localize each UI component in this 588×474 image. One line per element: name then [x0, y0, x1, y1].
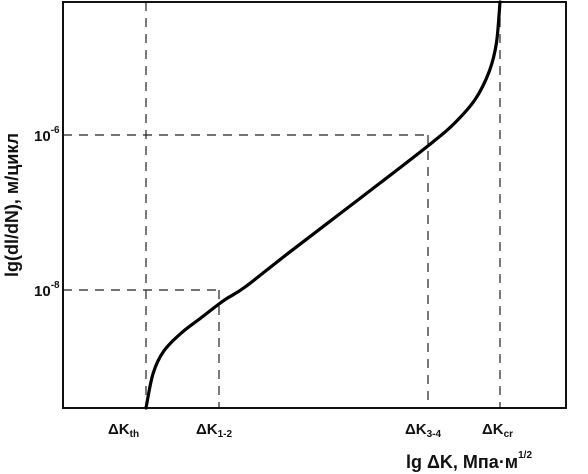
- y-axis-title: lg(dl/dN), м/цикл: [2, 133, 22, 277]
- x-axis-title: lg ΔK, Мпа·м1/2: [406, 450, 532, 472]
- x-tick-label: ΔKth: [108, 421, 139, 440]
- x-tick-labels: ΔKth ΔK1-2 ΔK3-4 ΔKcr: [108, 421, 513, 440]
- x-axis-title-sup: 1/2: [518, 450, 532, 461]
- x-axis-title-main: lg ΔK, Мпа·м: [406, 452, 518, 472]
- plot-frame: [62, 1, 567, 409]
- series-curve: [144, 0, 502, 410]
- x-tick-label: ΔK3-4: [405, 421, 442, 440]
- x-tick-label: ΔKcr: [482, 421, 513, 440]
- y-tick-label: 10-6: [34, 125, 60, 145]
- y-tick-label: 10-8: [34, 280, 60, 300]
- x-tick-label: ΔK1-2: [196, 421, 233, 440]
- y-tick-labels: 10-6 10-8: [34, 125, 60, 300]
- dashed-guides: [63, 2, 501, 408]
